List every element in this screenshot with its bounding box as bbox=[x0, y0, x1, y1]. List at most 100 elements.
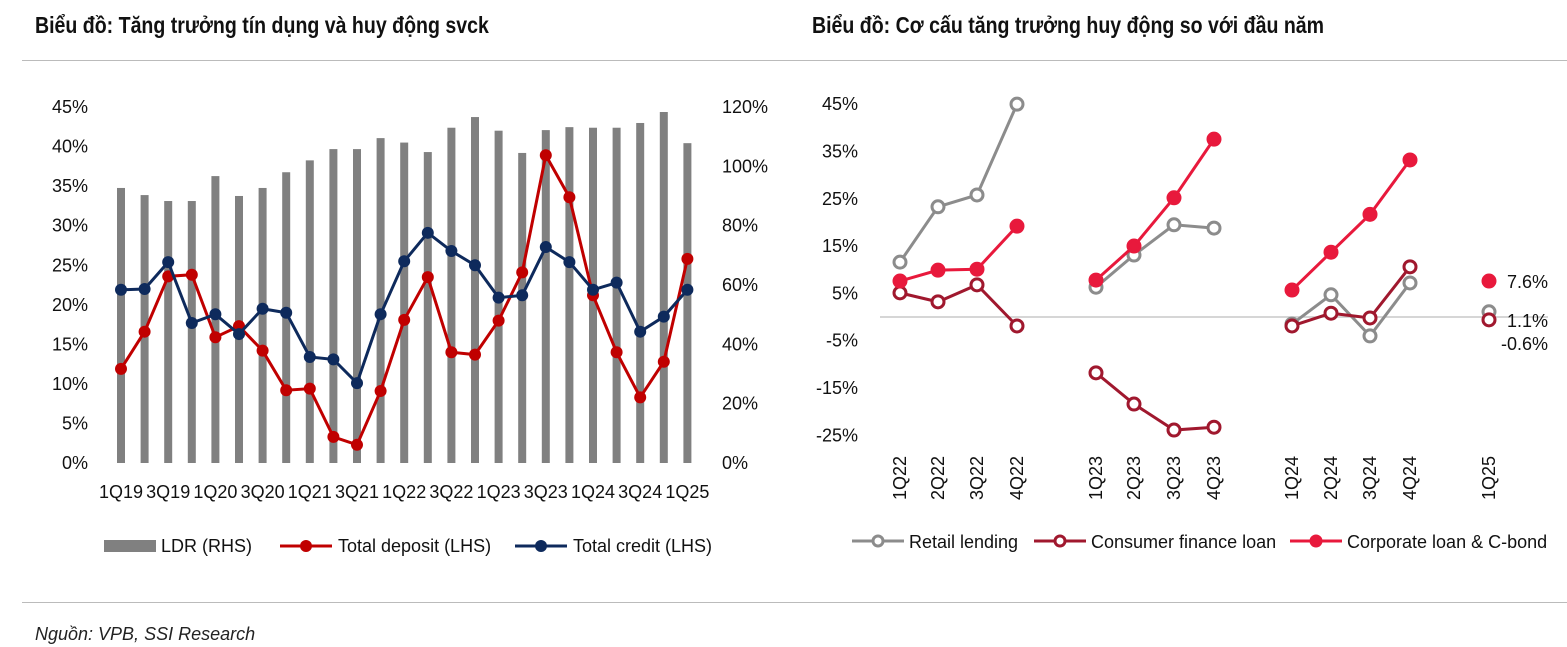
y-right-tick: 100% bbox=[722, 156, 768, 176]
data-point bbox=[539, 149, 552, 162]
legend-marker bbox=[300, 540, 312, 552]
x-tick: 1Q24 bbox=[1282, 456, 1302, 500]
data-point bbox=[398, 255, 411, 268]
end-value-label: 7.6% bbox=[1507, 272, 1548, 292]
ldr-bar bbox=[400, 142, 409, 463]
data-point bbox=[209, 331, 222, 344]
data-point bbox=[1126, 396, 1142, 412]
ldr-bar bbox=[164, 201, 173, 463]
legend-marker bbox=[871, 534, 885, 548]
data-point bbox=[303, 382, 316, 395]
ldr-bar bbox=[187, 201, 196, 463]
legend-marker bbox=[1309, 534, 1323, 548]
y-left-tick: 35% bbox=[52, 176, 88, 196]
data-point bbox=[492, 291, 505, 304]
data-point bbox=[1284, 282, 1300, 298]
data-point bbox=[469, 259, 481, 272]
data-point bbox=[185, 268, 198, 281]
data-point bbox=[930, 199, 946, 215]
y-tick: 15% bbox=[822, 236, 858, 256]
x-tick: 3Q23 bbox=[1164, 456, 1184, 500]
y-right-tick: 40% bbox=[722, 334, 758, 354]
data-point bbox=[280, 306, 293, 319]
ldr-bar bbox=[329, 149, 338, 463]
data-point bbox=[1323, 287, 1339, 303]
legend-marker bbox=[535, 540, 547, 552]
left-chart-title: Biểu đồ: Tăng trưởng tín dụng và huy độn… bbox=[35, 12, 489, 38]
x-tick: 2Q22 bbox=[928, 456, 948, 500]
x-tick: 1Q25 bbox=[665, 482, 709, 502]
x-tick: 4Q22 bbox=[1007, 456, 1027, 500]
x-tick: 1Q25 bbox=[1479, 456, 1499, 500]
data-point bbox=[1088, 365, 1104, 381]
data-point bbox=[587, 283, 599, 296]
data-point bbox=[303, 351, 316, 364]
data-point bbox=[681, 252, 694, 265]
legend-label: LDR (RHS) bbox=[161, 536, 252, 556]
data-point bbox=[1284, 318, 1300, 334]
data-point bbox=[1206, 220, 1222, 236]
legend-swatch-ldr bbox=[104, 540, 156, 552]
data-point bbox=[1166, 422, 1182, 438]
y-tick: 35% bbox=[822, 141, 858, 161]
y-tick: -25% bbox=[816, 425, 858, 445]
right-chart-title: Biểu đồ: Cơ cấu tăng trưởng huy động so … bbox=[812, 12, 1325, 38]
top-divider bbox=[22, 60, 1567, 61]
y-right-tick: 60% bbox=[722, 275, 758, 295]
data-point bbox=[516, 266, 529, 279]
ldr-bar bbox=[447, 127, 456, 463]
y-right-tick: 120% bbox=[722, 97, 768, 117]
x-tick: 1Q24 bbox=[571, 482, 615, 502]
series-line bbox=[1094, 138, 1216, 282]
data-point bbox=[138, 282, 151, 295]
data-point bbox=[610, 276, 623, 289]
end-value-label: -0.6% bbox=[1501, 334, 1548, 354]
data-point bbox=[892, 254, 908, 270]
y-tick: -5% bbox=[826, 331, 858, 351]
ldr-bar bbox=[353, 149, 361, 463]
ldr-bar bbox=[518, 152, 527, 464]
data-point bbox=[634, 391, 647, 404]
series-line bbox=[898, 103, 1019, 263]
ldr-bar bbox=[117, 187, 125, 463]
series-line bbox=[899, 283, 1019, 328]
y-left-tick: 25% bbox=[52, 255, 88, 275]
x-tick: 1Q23 bbox=[477, 482, 521, 502]
y-left-tick: 20% bbox=[52, 295, 88, 315]
x-tick: 4Q24 bbox=[1400, 456, 1420, 500]
y-tick: 25% bbox=[822, 189, 858, 209]
x-tick: 1Q19 bbox=[99, 482, 143, 502]
ldr-bar bbox=[471, 117, 479, 464]
data-point bbox=[351, 438, 363, 451]
y-tick: 45% bbox=[822, 94, 858, 114]
ldr-bar bbox=[376, 138, 385, 463]
data-point bbox=[1009, 318, 1025, 334]
ldr-bar bbox=[305, 160, 314, 463]
data-point bbox=[930, 262, 946, 278]
ldr-bar bbox=[612, 127, 621, 463]
legend-label: Total credit (LHS) bbox=[573, 536, 712, 556]
data-point bbox=[969, 187, 985, 203]
y-left-tick: 0% bbox=[62, 453, 88, 473]
data-point bbox=[610, 346, 623, 359]
data-point bbox=[1402, 152, 1418, 168]
series-line bbox=[899, 225, 1019, 283]
data-point bbox=[1009, 218, 1025, 234]
x-tick: 3Q19 bbox=[146, 482, 190, 502]
legend-marker bbox=[1053, 534, 1067, 548]
bottom-divider bbox=[22, 602, 1567, 603]
data-point bbox=[374, 385, 387, 398]
y-right-tick: 20% bbox=[722, 394, 758, 414]
data-point bbox=[1166, 190, 1182, 206]
x-tick: 3Q24 bbox=[1360, 456, 1380, 500]
x-tick: 3Q20 bbox=[241, 482, 285, 502]
data-point bbox=[1088, 272, 1104, 288]
data-point bbox=[469, 348, 481, 361]
end-value-label: 1.1% bbox=[1507, 311, 1548, 331]
data-point bbox=[209, 308, 222, 321]
data-point bbox=[1362, 206, 1378, 222]
ldr-bar bbox=[636, 122, 645, 463]
data-point bbox=[1362, 328, 1378, 344]
data-point bbox=[539, 241, 552, 254]
